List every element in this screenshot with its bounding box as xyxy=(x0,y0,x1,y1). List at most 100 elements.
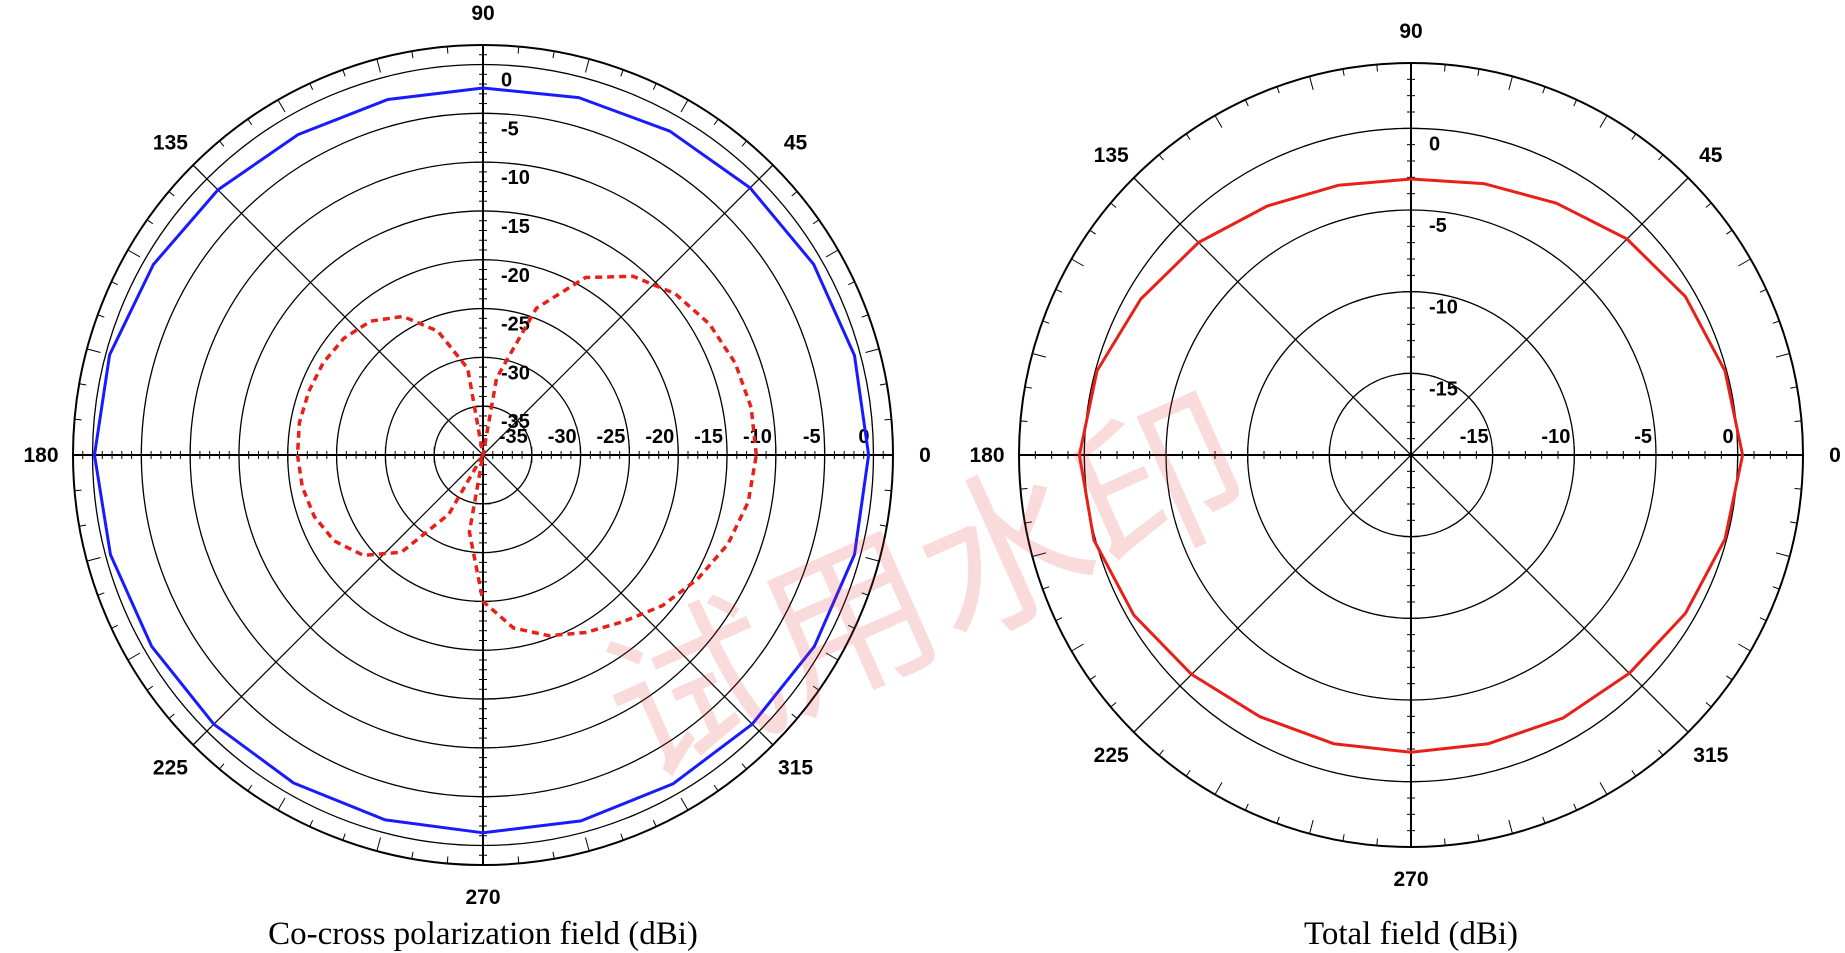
radial-label: -10 xyxy=(743,426,772,448)
angle-tick xyxy=(1158,749,1164,756)
angle-tick xyxy=(884,418,892,421)
radial-label: -20 xyxy=(645,426,674,448)
angle-tick xyxy=(1738,643,1751,652)
angle-tick xyxy=(111,624,118,629)
angle-label-270: 270 xyxy=(465,886,500,909)
angle-tick xyxy=(879,524,887,527)
angle-tick xyxy=(812,685,820,691)
angle-tick xyxy=(1071,258,1084,267)
angle-tick xyxy=(97,314,105,318)
angle-tick xyxy=(376,58,381,73)
angle-label-90: 90 xyxy=(471,2,494,25)
radial-label: -20 xyxy=(501,265,530,287)
angle-tick xyxy=(411,851,414,859)
angle-tick xyxy=(1508,819,1513,834)
angle-tick xyxy=(680,797,689,811)
angle-tick xyxy=(277,99,286,113)
angle-tick xyxy=(585,837,590,852)
angle-tick xyxy=(1738,258,1751,267)
angle-tick xyxy=(1599,115,1608,128)
angle-tick xyxy=(192,734,204,746)
angle-tick xyxy=(1658,154,1664,161)
radial-label: -15 xyxy=(1429,378,1458,400)
radial-label: -15 xyxy=(501,216,530,238)
angle-tick xyxy=(1705,202,1712,208)
angle-tick xyxy=(446,856,449,864)
angle-tick xyxy=(1089,675,1096,681)
angle-label-0: 0 xyxy=(1829,444,1841,467)
angle-tick xyxy=(1276,86,1280,94)
radial-label: 0 xyxy=(501,70,512,92)
radial-label: -35 xyxy=(499,426,528,448)
chart-caption-left: Co-cross polarization field (dBi) xyxy=(268,916,698,952)
angle-tick xyxy=(127,249,141,258)
angle-label-315: 315 xyxy=(778,757,813,780)
angle-tick xyxy=(713,784,719,792)
angle-tick xyxy=(552,851,555,859)
angle-tick xyxy=(1658,749,1664,756)
spoke-135 xyxy=(1133,177,1689,733)
angle-tick xyxy=(1089,229,1096,235)
angle-tick xyxy=(879,383,887,386)
radial-label: -5 xyxy=(803,426,821,448)
angle-tick xyxy=(1775,353,1790,358)
angle-tick xyxy=(1542,816,1546,824)
angle-tick xyxy=(277,797,286,811)
angle-tick xyxy=(1772,320,1780,324)
angle-tick xyxy=(1573,99,1578,107)
angle-tick xyxy=(791,713,798,719)
radial-label: 0 xyxy=(1429,133,1440,155)
angle-tick xyxy=(1726,675,1733,681)
angle-tick xyxy=(79,524,87,527)
angle-tick xyxy=(680,99,689,113)
angle-tick xyxy=(1185,133,1191,140)
radial-label: -30 xyxy=(501,362,530,384)
angle-tick xyxy=(552,51,555,59)
series-0-line xyxy=(1077,177,1745,754)
angle-tick xyxy=(825,249,839,258)
angle-tick xyxy=(111,281,118,286)
angle-tick xyxy=(446,46,449,54)
angle-tick xyxy=(848,281,855,286)
angle-tick xyxy=(1024,386,1032,389)
radial-label: -25 xyxy=(597,426,626,448)
series-0-line xyxy=(93,86,871,835)
angle-tick xyxy=(1342,834,1345,842)
angle-tick xyxy=(74,489,82,492)
angle-label-90: 90 xyxy=(1399,20,1422,43)
radial-label: -5 xyxy=(1429,215,1447,237)
angle-tick xyxy=(1508,76,1513,91)
angle-tick xyxy=(1599,782,1608,795)
angle-tick xyxy=(741,763,747,770)
angle-tick xyxy=(74,418,82,421)
angle-tick xyxy=(812,219,820,225)
angle-tick xyxy=(146,685,154,691)
angle-tick xyxy=(1020,488,1028,490)
angle-tick xyxy=(1071,643,1084,652)
angle-tick xyxy=(1775,552,1790,557)
radial-label: -15 xyxy=(1460,426,1489,448)
angle-label-225: 225 xyxy=(153,757,188,780)
radial-label: -15 xyxy=(694,426,723,448)
radial-label: -5 xyxy=(501,118,519,140)
angle-tick xyxy=(517,856,520,864)
angle-tick xyxy=(861,592,869,596)
angle-tick xyxy=(1158,154,1164,161)
angle-label-45: 45 xyxy=(784,131,808,154)
radial-label: 0 xyxy=(858,426,869,448)
angle-tick xyxy=(1110,702,1117,708)
angle-tick xyxy=(1677,177,1689,189)
angle-tick xyxy=(791,191,798,197)
angle-tick xyxy=(1276,816,1280,824)
angle-tick xyxy=(1032,552,1047,557)
angle-tick xyxy=(652,83,657,90)
series-1-line xyxy=(295,274,759,638)
angle-tick xyxy=(86,557,101,562)
angle-tick xyxy=(861,314,869,318)
angle-tick xyxy=(309,820,314,827)
angle-tick xyxy=(1790,386,1798,389)
angle-tick xyxy=(1024,521,1032,524)
radial-label: -10 xyxy=(1541,426,1570,448)
angle-label-270: 270 xyxy=(1393,868,1428,891)
radial-label: -10 xyxy=(1429,297,1458,319)
